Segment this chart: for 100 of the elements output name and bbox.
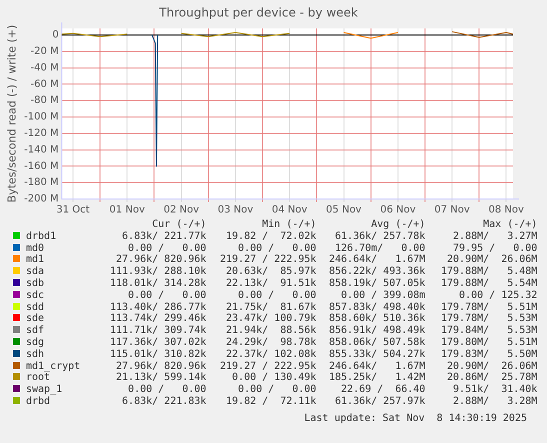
legend-label: md1 [25,254,46,266]
text: 113.40k/ 286.77k [110,302,206,313]
text: 117.36k/ 307.02k [110,336,206,349]
legend-label: sdb [25,278,46,290]
y-tick-label: -200 M [24,194,59,205]
text: 856.22k/ 493.36k [328,266,426,278]
text: 2.88M/ 3.28M [452,396,538,408]
legend-label: sda [25,266,46,278]
text: 20.90M/ 26.06M [446,254,538,266]
text: 0.00 / 0.00 [127,242,206,254]
legend-label: md0 [25,242,46,254]
text: 246.64k/ 1.67M [328,254,426,266]
legend-label: sdh [25,348,46,361]
y-tick-label: -140 M [24,144,59,156]
text: 22.13k/ 91.51k [225,278,316,290]
legend-label: root [25,372,52,384]
x-tick-label: 06 Nov [380,204,416,216]
text: 22.69 / 66.40 [340,384,426,396]
text: 20.86M/ 25.78M [446,372,538,384]
y-tick-label: -80 M [30,95,59,106]
x-tick-label: 01 Nov [109,204,145,216]
text: Max (-/+) [482,219,538,231]
text: 21.94k/ 88.56k [225,325,316,337]
text: 185.25k/ 1.42M [328,372,426,384]
text: 179.88M/ 5.54M [440,278,538,290]
text: 9.51k/ 31.40k [452,384,538,396]
text: 179.84M/ 5.53M [440,325,538,337]
text: 6.83k/ 221.83k [121,396,206,408]
text: 21.75k/ 81.67k [225,302,316,313]
y-tick-label: -160 M [24,160,59,172]
chart-title: Throughput per device - by week [158,5,358,20]
text: 219.27 / 222.95k [219,360,316,372]
text: 0.00 / 0.00 [237,242,316,254]
text: 27.96k/ 820.96k [115,254,206,266]
text: 19.82 / 72.11k [225,396,316,408]
text: 115.01k/ 310.82k [110,348,206,361]
text: 126.70m/ 0.00 [334,242,426,254]
text: 0.00 / 0.00 [127,290,206,302]
x-tick-label: 04 Nov [272,204,308,216]
legend-label: drbd [25,396,52,408]
text: Last update: Sat Nov 8 14:30:19 2025 [304,413,527,424]
y-tick-label: -120 M [24,128,59,139]
legend-label: sde [25,313,46,325]
x-tick-label: 05 Nov [326,204,362,216]
legend-label: swap_1 [25,384,64,396]
text: Min (-/+) [261,219,316,231]
text: 111.71k/ 309.74k [110,325,206,337]
text: 219.27 / 222.95k [219,254,316,266]
y-axis-title: Bytes/second read (-) / write (+) [5,24,18,203]
text: 20.90M/ 26.06M [446,360,538,372]
text: 23.47k/ 100.79k [225,313,316,325]
text: 0.00 / 125.32 [458,290,538,302]
y-tick-label: -180 M [24,177,59,188]
y-tick-label: -20 M [30,46,59,57]
x-tick-label: 08 Nov [488,204,524,216]
legend-label: sdg [25,336,46,349]
x-tick-label: 03 Nov [218,204,254,216]
text: 21.13k/ 599.14k [115,372,206,384]
y-tick-label: 0 [52,30,59,41]
text: 179.80M/ 5.51M [440,336,538,349]
text: 858.19k/ 507.05k [328,278,426,290]
text: 0.00 / 399.08m [340,290,426,302]
legend-label: sdf [25,325,46,337]
y-tick-label: -100 M [24,112,59,123]
text: 246.64k/ 1.67M [328,360,426,372]
legend-label: sdd [25,302,46,313]
legend-label: md1_crypt [25,360,82,372]
text: 0.00 / 0.00 [237,384,316,396]
text: 61.36k/ 257.78k [334,230,426,243]
text: 22.37k/ 102.08k [225,348,316,361]
text: 857.83k/ 498.40k [328,302,426,313]
legend-label: sdc [25,290,46,302]
text: 20.63k/ 85.97k [225,266,316,278]
text: 113.74k/ 299.46k [110,313,206,325]
text: Cur (-/+) [151,219,206,231]
text: 0.00 / 130.49k [231,372,316,384]
y-tick-label: -40 M [30,62,59,74]
x-tick-label: 31 Oct [56,204,90,216]
x-tick-label: 02 Nov [164,204,200,216]
text: 118.01k/ 314.28k [110,278,206,290]
text: 27.96k/ 820.96k [115,360,206,372]
text: 2.88M/ 3.27M [452,230,538,243]
text: 19.82 / 72.02k [225,230,316,243]
text: 179.78M/ 5.53M [440,313,538,326]
text: 858.06k/ 507.58k [328,336,426,349]
text: 0.00 / 0.00 [237,290,316,302]
text: 856.91k/ 498.49k [328,325,426,337]
legend-label: drbd1 [25,230,58,243]
text: 855.33k/ 504.27k [328,348,426,361]
text: 111.93k/ 288.10k [110,266,206,278]
text: 179.83M/ 5.50M [440,348,538,361]
x-tick-label: 07 Nov [434,204,470,216]
text: 858.60k/ 510.36k [328,313,426,325]
text: 179.88M/ 5.48M [440,266,538,278]
text: 0.00 / 0.00 [127,384,206,396]
text: 179.78M/ 5.51M [440,302,538,314]
text: 24.29k/ 98.78k [225,336,316,349]
text: Avg (-/+) [370,219,426,231]
text: 6.83k/ 221.77k [121,230,206,243]
y-tick-label: -60 M [30,78,59,90]
